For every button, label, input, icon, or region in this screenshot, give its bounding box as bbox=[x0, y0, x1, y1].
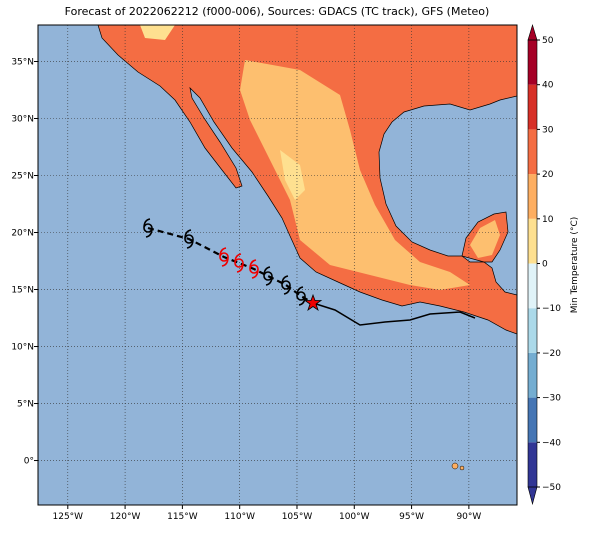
colorbar-segment bbox=[528, 174, 537, 219]
graticule bbox=[38, 25, 517, 505]
colorbar-tick-label: 0 bbox=[542, 260, 548, 270]
y-tick-label: 35°N bbox=[11, 57, 34, 67]
colorbar-segment bbox=[528, 218, 537, 264]
x-tick-label: 100°W bbox=[339, 512, 370, 522]
colorbar-tick-label: 20 bbox=[542, 170, 554, 180]
colorbar-tick-label: 30 bbox=[542, 125, 554, 135]
colorbar: −50 −40 −30 −20 −10 0 10 20 30 40 50 bbox=[527, 23, 561, 506]
y-tick-label: 15°N bbox=[11, 286, 34, 296]
colorbar-tick-label: −10 bbox=[542, 304, 561, 314]
colorbar-segment bbox=[528, 40, 537, 85]
past-track bbox=[312, 302, 476, 326]
colorbar-segment bbox=[528, 129, 537, 175]
colorbar-segment bbox=[528, 308, 537, 353]
current-position bbox=[303, 293, 323, 312]
colorbar-tick-label: −40 bbox=[542, 438, 561, 448]
storm-symbols bbox=[143, 218, 306, 306]
colorbar-tick-label: 10 bbox=[542, 215, 554, 225]
y-tick-label: 0° bbox=[24, 457, 34, 467]
colorbar-tick-label: −20 bbox=[542, 349, 561, 359]
colorbar-segment bbox=[528, 84, 537, 130]
colorbar-tick-label: −50 bbox=[542, 483, 561, 493]
forecast-track bbox=[147, 226, 314, 304]
x-tick-label: 115°W bbox=[167, 512, 198, 522]
colorbar-tick-label: −30 bbox=[542, 394, 561, 404]
colorbar-segment bbox=[528, 263, 537, 309]
warm-yucatan bbox=[470, 220, 500, 258]
colorbar-extend-high bbox=[527, 23, 538, 41]
colorbar-segment bbox=[528, 397, 537, 443]
map-frame bbox=[37, 24, 518, 506]
x-tick-label: 90°W bbox=[456, 512, 481, 522]
colorbar-label: Min Temperature (°C) bbox=[570, 217, 580, 314]
x-tick-label: 120°W bbox=[110, 512, 141, 522]
y-tick-label: 5°N bbox=[17, 400, 34, 410]
colorbar-segment bbox=[528, 352, 537, 398]
colorbar-segment bbox=[528, 442, 537, 487]
map-title: Forecast of 2022062212 (f000-006), Sourc… bbox=[65, 5, 490, 18]
map-area bbox=[38, 25, 517, 505]
x-tick-label: 110°W bbox=[224, 512, 255, 522]
y-tick-label: 25°N bbox=[11, 171, 34, 181]
y-tick-label: 30°N bbox=[11, 114, 34, 124]
x-tick-label: 95°W bbox=[399, 512, 424, 522]
y-tick-label: 10°N bbox=[11, 343, 34, 353]
colorbar-tick-label: 50 bbox=[542, 36, 554, 46]
y-tick-label: 20°N bbox=[11, 229, 34, 239]
colorbar-extend-low bbox=[527, 486, 538, 506]
x-tick-label: 125°W bbox=[53, 512, 84, 522]
colorbar-tick-label: 40 bbox=[542, 81, 554, 91]
x-tick-label: 105°W bbox=[282, 512, 313, 522]
warm-plateau bbox=[240, 60, 470, 290]
islands bbox=[451, 462, 465, 471]
cool-patch bbox=[140, 25, 305, 200]
